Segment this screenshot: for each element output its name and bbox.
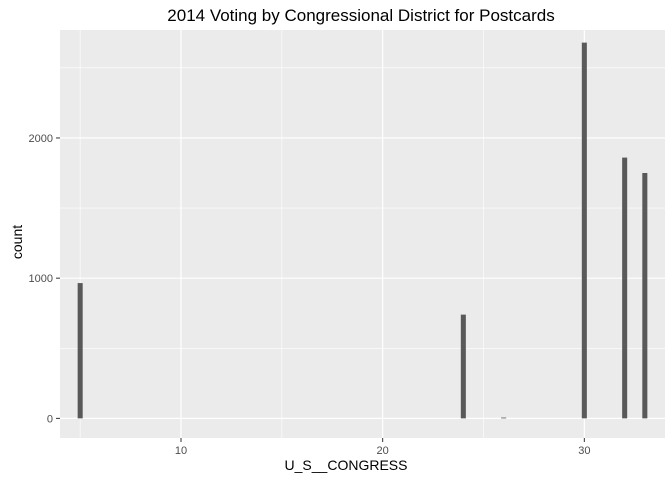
y-tick-label: 2000 — [29, 133, 53, 145]
bar — [501, 417, 507, 419]
bar — [460, 314, 466, 419]
bar — [622, 157, 628, 419]
bar — [642, 173, 648, 419]
y-axis: 0 1000 2000 — [29, 133, 60, 425]
y-tick-label: 1000 — [29, 273, 53, 285]
chart-title: 2014 Voting by Congressional District fo… — [167, 6, 554, 25]
x-tick-label: 10 — [175, 445, 187, 457]
bar — [77, 283, 83, 419]
bar — [581, 42, 587, 419]
x-axis: 10 20 30 — [175, 438, 590, 457]
bars — [77, 42, 648, 419]
x-tick-label: 20 — [377, 445, 389, 457]
y-axis-title: count — [9, 225, 25, 259]
x-tick-label: 30 — [578, 445, 590, 457]
plot-panel — [60, 30, 665, 438]
grid-minor — [60, 30, 665, 438]
x-axis-title: U_S__CONGRESS — [285, 457, 408, 473]
y-tick-label: 0 — [47, 413, 53, 425]
